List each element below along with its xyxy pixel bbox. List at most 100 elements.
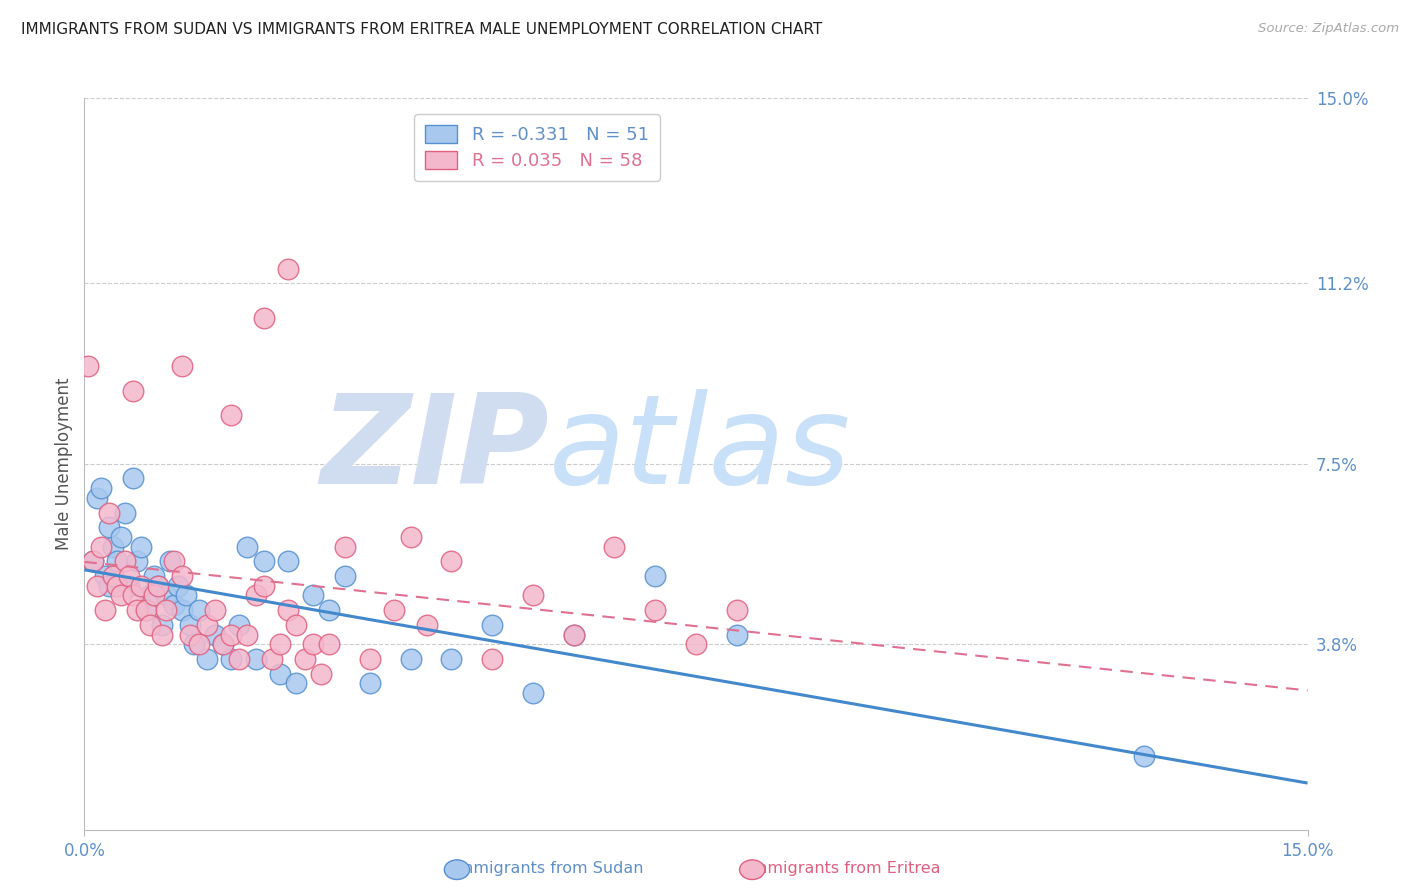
Point bbox=[172, 359, 194, 374]
Point bbox=[110, 530, 132, 544]
Point bbox=[440, 554, 463, 568]
Point bbox=[416, 617, 439, 632]
Point bbox=[285, 676, 308, 690]
Point bbox=[122, 384, 145, 398]
Point bbox=[122, 589, 145, 603]
Point bbox=[219, 652, 242, 666]
Point bbox=[212, 637, 235, 651]
Point bbox=[269, 637, 291, 651]
Point bbox=[82, 554, 104, 568]
Point bbox=[131, 579, 153, 593]
Point bbox=[163, 599, 186, 613]
Point bbox=[118, 579, 141, 593]
Point bbox=[562, 627, 585, 641]
Point bbox=[260, 652, 283, 666]
Point bbox=[163, 554, 186, 568]
Point bbox=[562, 627, 585, 641]
Point bbox=[228, 652, 250, 666]
Point bbox=[725, 603, 748, 617]
Point bbox=[318, 603, 340, 617]
Point bbox=[179, 627, 201, 641]
Point bbox=[86, 579, 108, 593]
Y-axis label: Male Unemployment: Male Unemployment bbox=[55, 377, 73, 550]
Point bbox=[135, 603, 157, 617]
Point bbox=[93, 569, 117, 583]
Point bbox=[187, 637, 209, 651]
Point bbox=[127, 603, 149, 617]
Point bbox=[82, 554, 104, 568]
Point bbox=[277, 603, 299, 617]
Point bbox=[253, 554, 276, 568]
Point bbox=[101, 540, 124, 554]
Point bbox=[644, 603, 666, 617]
Point bbox=[236, 627, 259, 641]
Point bbox=[172, 569, 194, 583]
Point bbox=[318, 637, 340, 651]
Text: atlas: atlas bbox=[550, 389, 851, 509]
Point bbox=[285, 617, 308, 632]
Point bbox=[309, 666, 332, 681]
Point bbox=[522, 589, 544, 603]
Point bbox=[382, 603, 405, 617]
Point bbox=[335, 569, 357, 583]
Point bbox=[97, 579, 120, 593]
Point bbox=[131, 540, 153, 554]
Point bbox=[179, 617, 201, 632]
Point bbox=[135, 603, 157, 617]
Point bbox=[294, 652, 316, 666]
Point bbox=[335, 540, 357, 554]
Point bbox=[146, 579, 169, 593]
Point bbox=[155, 589, 177, 603]
Point bbox=[101, 569, 124, 583]
Text: ZIP: ZIP bbox=[321, 389, 550, 509]
Point bbox=[277, 554, 299, 568]
Point bbox=[253, 310, 276, 325]
Point bbox=[440, 652, 463, 666]
Point bbox=[142, 589, 165, 603]
Point bbox=[245, 589, 267, 603]
Point bbox=[1133, 749, 1156, 764]
Point bbox=[97, 520, 120, 534]
Point bbox=[138, 589, 160, 603]
Point bbox=[86, 491, 108, 505]
Point bbox=[269, 666, 291, 681]
Point bbox=[399, 530, 422, 544]
Point bbox=[399, 652, 422, 666]
Point bbox=[122, 471, 145, 485]
Point bbox=[522, 686, 544, 700]
Point bbox=[236, 540, 259, 554]
Point bbox=[110, 589, 132, 603]
Point bbox=[219, 627, 242, 641]
Point bbox=[114, 506, 136, 520]
Point bbox=[204, 627, 226, 641]
Point bbox=[118, 569, 141, 583]
Text: IMMIGRANTS FROM SUDAN VS IMMIGRANTS FROM ERITREA MALE UNEMPLOYMENT CORRELATION C: IMMIGRANTS FROM SUDAN VS IMMIGRANTS FROM… bbox=[21, 22, 823, 37]
Point bbox=[359, 652, 381, 666]
Point bbox=[90, 481, 112, 495]
Point bbox=[146, 579, 169, 593]
Point bbox=[93, 603, 117, 617]
Text: Immigrants from Eritrea: Immigrants from Eritrea bbox=[747, 861, 941, 876]
Point bbox=[167, 579, 190, 593]
Point bbox=[301, 589, 323, 603]
Legend: R = -0.331   N = 51, R = 0.035   N = 58: R = -0.331 N = 51, R = 0.035 N = 58 bbox=[415, 114, 659, 181]
Point bbox=[253, 579, 276, 593]
Point bbox=[105, 579, 128, 593]
Point bbox=[204, 603, 226, 617]
Point bbox=[142, 569, 165, 583]
Point bbox=[245, 652, 267, 666]
Point bbox=[138, 617, 160, 632]
Point bbox=[105, 554, 128, 568]
Point bbox=[228, 617, 250, 632]
Point bbox=[481, 617, 503, 632]
Point bbox=[187, 603, 209, 617]
Point bbox=[195, 617, 218, 632]
Point bbox=[150, 627, 173, 641]
Point bbox=[150, 617, 173, 632]
Point bbox=[159, 554, 181, 568]
Point bbox=[212, 637, 235, 651]
Point bbox=[114, 554, 136, 568]
Point bbox=[644, 569, 666, 583]
Point bbox=[685, 637, 707, 651]
Point bbox=[183, 637, 205, 651]
